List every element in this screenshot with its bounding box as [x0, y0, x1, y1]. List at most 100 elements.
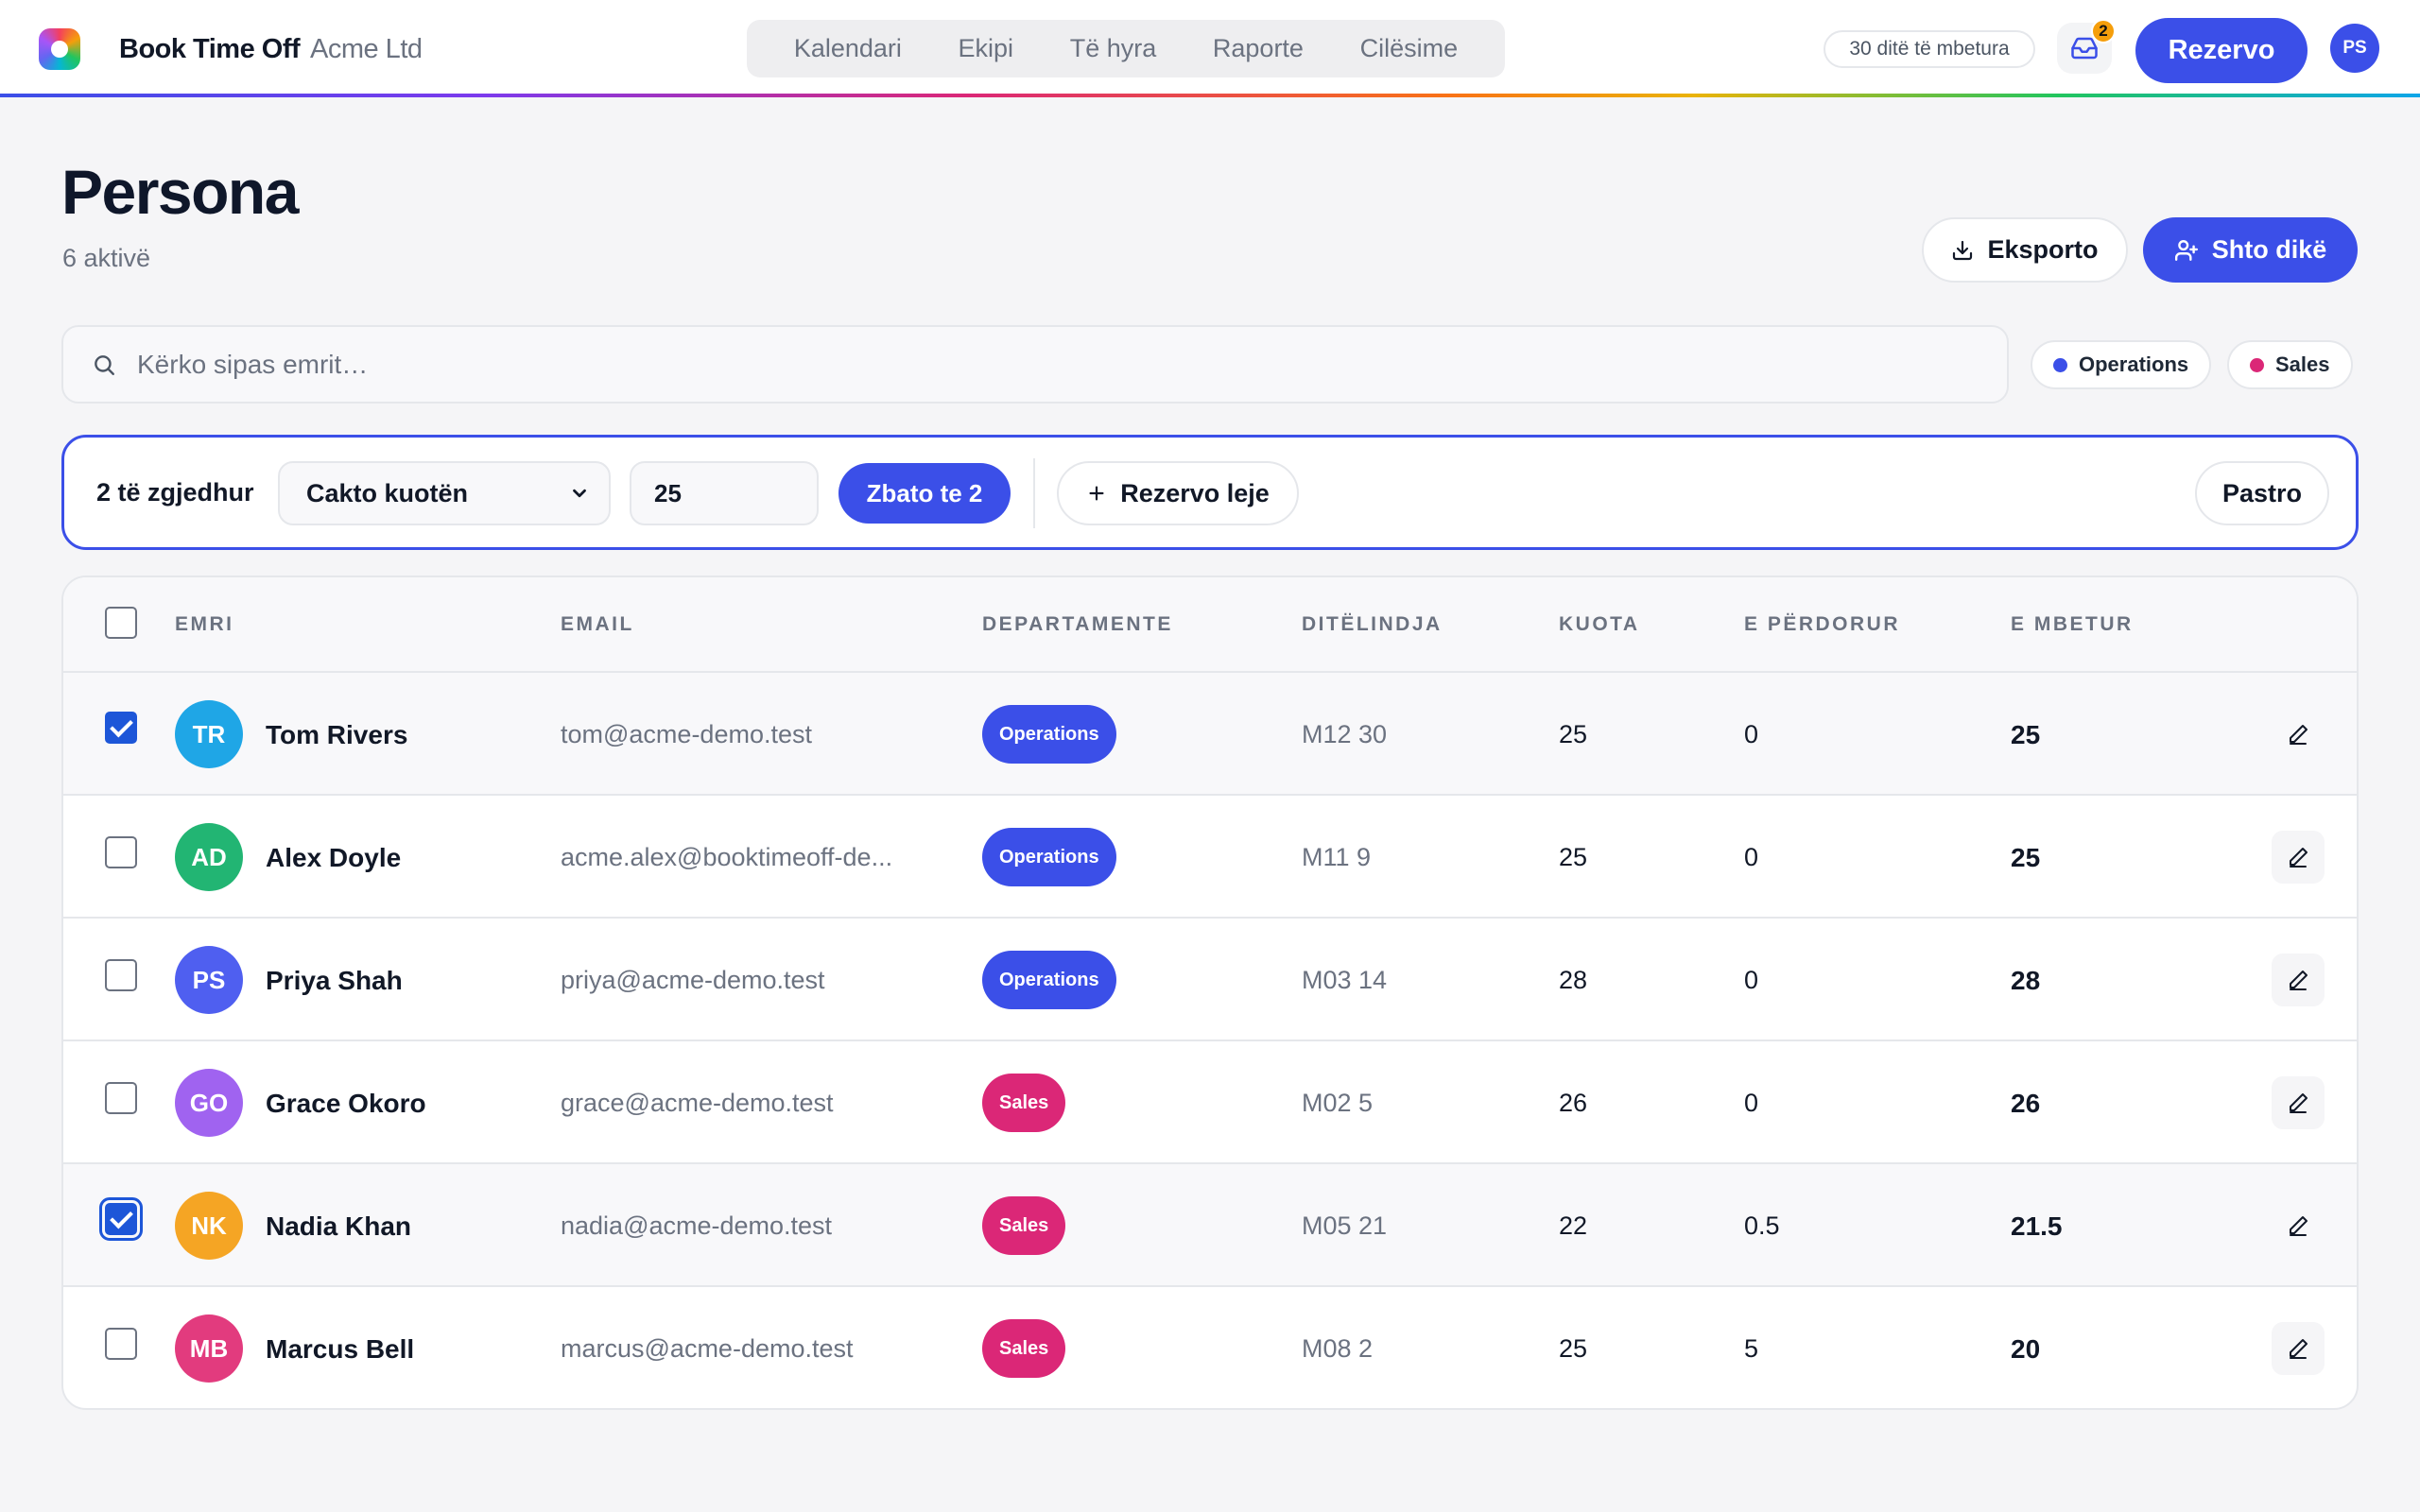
person-email: nadia@acme-demo.test [561, 1211, 833, 1240]
person-email: grace@acme-demo.test [561, 1089, 834, 1117]
table-row[interactable]: AD Alex Doyle acme.alex@booktimeoff-de..… [63, 796, 2357, 919]
column-header-quota[interactable]: KUOTA [1559, 613, 1640, 635]
selected-count: 2 të zgjedhur [96, 478, 254, 507]
user-avatar[interactable]: PS [2330, 24, 2379, 73]
table-row[interactable]: PS Priya Shah priya@acme-demo.test Opera… [63, 919, 2357, 1041]
remaining-value: 21.5 [2011, 1211, 2063, 1241]
person-email: tom@acme-demo.test [561, 720, 812, 748]
edit-button[interactable] [2272, 708, 2325, 761]
used-value: 0 [1744, 1089, 1759, 1117]
birthday: M05 21 [1302, 1211, 1388, 1240]
book-leave-button[interactable]: Rezervo leje [1057, 461, 1299, 525]
person-name[interactable]: Tom Rivers [266, 720, 408, 749]
search-input[interactable] [137, 349, 1933, 380]
table-header: EMRI EMAIL DEPARTAMENTE DITËLINDJA KUOTA… [63, 577, 2357, 673]
table-row[interactable]: NK Nadia Khan nadia@acme-demo.test Sales… [63, 1164, 2357, 1287]
select-all-checkbox[interactable] [105, 607, 137, 639]
operations-color-dot [2053, 357, 2067, 372]
column-header-birthday[interactable]: DITËLINDJA [1302, 613, 1443, 635]
person-email: acme.alex@booktimeoff-de... [561, 843, 893, 871]
brand-name: Book Time Off [119, 34, 301, 64]
edit-button[interactable] [2272, 954, 2325, 1006]
book-button[interactable]: Rezervo [2135, 18, 2308, 83]
nav-settings[interactable]: Cilësime [1359, 34, 1459, 62]
birthday: M11 9 [1302, 843, 1372, 871]
app-logo[interactable] [39, 28, 80, 70]
row-checkbox[interactable] [105, 712, 137, 744]
used-value: 0 [1744, 966, 1759, 994]
pencil-icon [2290, 848, 2308, 868]
column-header-remaining[interactable]: E MBETUR [2011, 613, 2134, 635]
table-row[interactable]: MB Marcus Bell marcus@acme-demo.test Sal… [63, 1287, 2357, 1408]
active-count: 6 aktivë [62, 244, 151, 272]
plus-icon [1089, 486, 1104, 501]
nav-team[interactable]: Ekipi [958, 34, 1014, 62]
remaining-value: 25 [2011, 843, 2041, 872]
add-person-label: Shto dikë [2211, 235, 2327, 264]
filter-chip-operations[interactable]: Operations [2031, 340, 2212, 389]
add-person-button[interactable]: Shto dikë [2143, 217, 2358, 283]
row-checkbox[interactable] [105, 959, 137, 991]
table-row[interactable]: TR Tom Rivers tom@acme-demo.test Operati… [63, 673, 2357, 796]
nav-calendar[interactable]: Kalendari [793, 34, 902, 62]
quota-value: 26 [1559, 1089, 1588, 1117]
row-checkbox[interactable] [105, 836, 137, 868]
bulk-action-select[interactable]: Cakto kuotën [278, 461, 611, 525]
quota-value: 22 [1559, 1211, 1588, 1240]
row-checkbox[interactable] [99, 1197, 143, 1241]
quota-value: 25 [1559, 843, 1588, 871]
person-name[interactable]: Alex Doyle [266, 843, 402, 872]
quota-input[interactable]: 25 [630, 461, 819, 525]
avatar: GO [175, 1069, 243, 1137]
filter-chip-sales[interactable]: Sales [2227, 340, 2353, 389]
row-checkbox[interactable] [105, 1082, 137, 1114]
person-name[interactable]: Priya Shah [266, 966, 403, 995]
quota-value: 28 [1559, 966, 1588, 994]
filter-chip-label: Sales [2275, 352, 2330, 376]
avatar: PS [175, 946, 243, 1014]
notifications-button[interactable]: 2 [2057, 19, 2116, 74]
nav-reports[interactable]: Raporte [1212, 34, 1304, 62]
person-name[interactable]: Nadia Khan [266, 1211, 412, 1241]
avatar: MB [175, 1314, 243, 1383]
accent-gradient-line [0, 94, 2420, 97]
table-row[interactable]: GO Grace Okoro grace@acme-demo.test Sale… [63, 1041, 2357, 1164]
divider [1033, 458, 1035, 528]
department-badge: Sales [982, 1319, 1066, 1378]
used-value: 0 [1744, 843, 1759, 871]
column-header-email[interactable]: EMAIL [561, 613, 634, 635]
pencil-icon [2290, 1339, 2308, 1359]
column-header-name[interactable]: EMRI [175, 613, 234, 635]
notification-count-badge: 2 [2091, 19, 2116, 43]
export-button[interactable]: Eksporto [1922, 217, 2128, 283]
birthday: M03 14 [1302, 966, 1388, 994]
used-value: 0.5 [1744, 1211, 1780, 1240]
nav-inbox[interactable]: Të hyra [1069, 34, 1157, 62]
department-badge: Operations [982, 951, 1116, 1009]
column-header-used[interactable]: E PËRDORUR [1744, 613, 1901, 635]
birthday: M12 30 [1302, 720, 1388, 748]
person-name[interactable]: Grace Okoro [266, 1089, 426, 1118]
edit-button[interactable] [2272, 831, 2325, 884]
avatar: TR [175, 700, 243, 768]
row-checkbox[interactable] [105, 1328, 137, 1360]
column-header-department[interactable]: DEPARTAMENTE [982, 613, 1173, 635]
clear-button[interactable]: Pastro [2195, 461, 2329, 525]
avatar: AD [175, 823, 243, 891]
inbox-icon [2071, 37, 2098, 60]
person-email: marcus@acme-demo.test [561, 1334, 854, 1363]
edit-button[interactable] [2272, 1076, 2325, 1129]
book-leave-label: Rezervo leje [1120, 478, 1270, 507]
apply-button[interactable]: Zbato te 2 [838, 463, 1011, 524]
department-badge: Operations [982, 705, 1116, 764]
birthday: M02 5 [1302, 1089, 1374, 1117]
quota-value: 25 [1559, 720, 1588, 748]
edit-button[interactable] [2272, 1322, 2325, 1375]
pencil-icon [2290, 725, 2308, 745]
remaining-value: 28 [2011, 966, 2041, 995]
person-name[interactable]: Marcus Bell [266, 1334, 415, 1364]
edit-button[interactable] [2272, 1199, 2325, 1252]
pencil-icon [2290, 1216, 2308, 1236]
user-plus-icon [2174, 239, 2198, 261]
top-bar: Book Time Off Acme Ltd Kalendari Ekipi T… [0, 0, 2420, 94]
